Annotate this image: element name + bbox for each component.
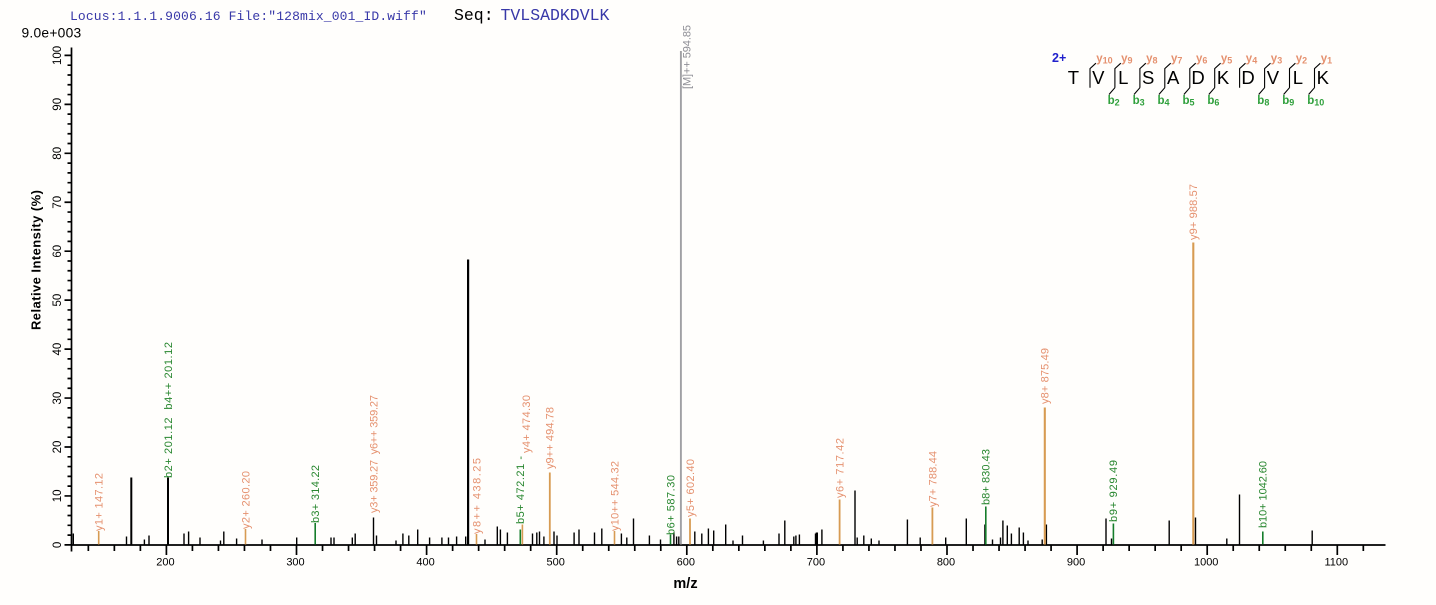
svg-text:S: S (1142, 67, 1154, 88)
svg-text:y7: y7 (1171, 53, 1182, 66)
svg-text:b8+ 830.43: b8+ 830.43 (981, 449, 993, 505)
svg-text:b3: b3 (1133, 95, 1145, 108)
svg-text:V: V (1267, 67, 1280, 88)
svg-text:b10+ 1042.60: b10+ 1042.60 (1258, 461, 1270, 528)
svg-text:500: 500 (547, 557, 565, 569)
svg-text:y5+ 602.40: y5+ 602.40 (685, 459, 697, 517)
svg-text:y3: y3 (1271, 53, 1282, 66)
svg-text:b4: b4 (1158, 95, 1170, 108)
svg-text:V: V (1092, 67, 1105, 88)
svg-text:1100: 1100 (1324, 557, 1348, 569)
svg-text:b6+ 587.30: b6+ 587.30 (665, 475, 677, 535)
svg-text:y4+ 474.30: y4+ 474.30 (521, 395, 533, 453)
svg-text:K: K (1217, 67, 1230, 88)
svg-text:m/z: m/z (673, 576, 697, 592)
svg-text:80: 80 (52, 147, 64, 160)
svg-text:b2: b2 (1108, 95, 1120, 108)
svg-text:800: 800 (937, 557, 955, 569)
svg-text:L: L (1118, 67, 1128, 88)
svg-text:y10++ 544.32: y10++ 544.32 (609, 461, 621, 531)
svg-text:20: 20 (52, 441, 64, 454)
svg-text:T: T (1068, 67, 1079, 88)
svg-text:y6: y6 (1196, 53, 1207, 66)
svg-text:y9: y9 (1121, 53, 1132, 66)
svg-text:Relative Intensity (%): Relative Intensity (%) (29, 190, 44, 330)
svg-text:y8++ 438.25: y8++ 438.25 (471, 458, 483, 534)
svg-text:y1: y1 (1321, 53, 1332, 66)
svg-text:y3+ 359.27 y6++ 359.27: y3+ 359.27 y6++ 359.27 (369, 395, 381, 513)
svg-text:y7+ 788.44: y7+ 788.44 (927, 451, 939, 507)
svg-text:50: 50 (52, 294, 64, 307)
svg-text:y10: y10 (1096, 53, 1112, 66)
svg-text:300: 300 (286, 557, 304, 569)
svg-text:y2: y2 (1296, 53, 1307, 66)
svg-text:400: 400 (416, 557, 434, 569)
svg-text:b5+ 472.21 -: b5+ 472.21 - (515, 456, 527, 524)
svg-text:y1+ 147.12: y1+ 147.12 (94, 473, 106, 531)
svg-text:A: A (1167, 67, 1180, 88)
svg-text:b3+ 314.22: b3+ 314.22 (310, 465, 322, 523)
svg-text:b8: b8 (1257, 95, 1269, 108)
svg-text:30: 30 (52, 392, 64, 405)
svg-text:9.0e+003: 9.0e+003 (22, 26, 82, 41)
svg-text:60: 60 (52, 245, 64, 258)
svg-text:y4: y4 (1246, 53, 1257, 66)
svg-text:1000: 1000 (1194, 557, 1218, 569)
svg-text:0: 0 (52, 542, 64, 548)
svg-text:b10: b10 (1307, 95, 1324, 108)
svg-text:90: 90 (52, 98, 64, 111)
svg-text:40: 40 (52, 343, 64, 356)
svg-text:b6: b6 (1207, 95, 1219, 108)
svg-text:D: D (1191, 67, 1204, 88)
svg-text:100: 100 (52, 46, 64, 65)
svg-text:K: K (1317, 67, 1330, 88)
svg-text:y6+ 717.42: y6+ 717.42 (834, 438, 846, 498)
svg-text:70: 70 (52, 196, 64, 209)
svg-text:b9: b9 (1282, 95, 1294, 108)
svg-text:b2+ 201.12 b4++ 201.12: b2+ 201.12 b4++ 201.12 (163, 342, 175, 478)
svg-text:b9+ 929.49: b9+ 929.49 (1108, 460, 1120, 522)
svg-text:y8+ 875.49: y8+ 875.49 (1040, 348, 1052, 404)
svg-text:[M]++ 594.85: [M]++ 594.85 (682, 25, 694, 89)
svg-text:600: 600 (677, 557, 695, 569)
svg-text:2+: 2+ (1052, 51, 1066, 65)
svg-text:10: 10 (52, 490, 64, 503)
svg-text:y8: y8 (1146, 53, 1157, 66)
svg-text:y9++ 494.78: y9++ 494.78 (545, 407, 557, 469)
svg-text:y2+ 260.20: y2+ 260.20 (240, 471, 252, 529)
svg-text:y9+ 988.57: y9+ 988.57 (1188, 184, 1200, 240)
svg-text:200: 200 (156, 557, 174, 569)
svg-text:Locus:1.1.1.9006.16 File:"128m: Locus:1.1.1.9006.16 File:"128mix_001_ID.… (70, 9, 427, 24)
svg-text:b5: b5 (1183, 95, 1195, 108)
svg-text:700: 700 (807, 557, 825, 569)
svg-text:Seq:: Seq: (454, 6, 494, 25)
svg-text:y5: y5 (1221, 53, 1232, 66)
svg-text:L: L (1293, 67, 1303, 88)
svg-text:D: D (1241, 67, 1254, 88)
svg-text:900: 900 (1067, 557, 1085, 569)
svg-text:TVLSADKDVLK: TVLSADKDVLK (501, 6, 610, 25)
